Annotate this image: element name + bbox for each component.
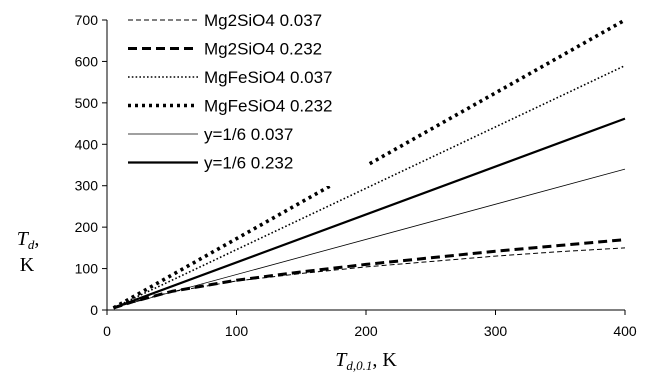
- x-tick-label: 100: [225, 323, 249, 339]
- y-tick-label: 400: [75, 136, 99, 152]
- legend-label-6: y=1/6 0.232: [204, 154, 293, 173]
- legend-label-4: MgFeSiO4 0.232: [204, 97, 333, 116]
- x-axis-subscript: d,0.1: [346, 358, 372, 373]
- y-axis-label: Td,: [17, 228, 40, 252]
- series-lines: [112, 18, 626, 310]
- tick-labels: 0 100 200 300 400 500 600 700 0 100 200 300 400: [75, 12, 637, 339]
- x-axis-symbol: T: [335, 349, 348, 371]
- y-tick-label: 100: [75, 261, 99, 277]
- series-line-6: [113, 117, 626, 309]
- y-tick-label: 700: [75, 12, 99, 28]
- legend-background: [118, 8, 368, 186]
- series-line-1: [113, 247, 626, 309]
- series-line-5: [113, 168, 626, 309]
- axes: [102, 19, 626, 315]
- x-axis-label: Td,0.1, K: [335, 349, 397, 373]
- x-tick-label: 200: [354, 323, 378, 339]
- y-tick-label: 300: [75, 178, 99, 194]
- x-tick-label: 300: [484, 323, 508, 339]
- x-tick-label: 400: [613, 323, 637, 339]
- y-axis-unit: K: [20, 254, 35, 276]
- y-tick-label: 600: [75, 53, 99, 69]
- legend-label-2: Mg2SiO4 0.232: [204, 40, 322, 59]
- y-tick-label: 500: [75, 95, 99, 111]
- y-axis-suffix: ,: [34, 228, 39, 250]
- y-tick-label: 200: [75, 219, 99, 235]
- legend-label-1: Mg2SiO4 0.037: [204, 11, 322, 30]
- legend-label-3: MgFeSiO4 0.037: [204, 68, 333, 87]
- y-axis-symbol: T: [17, 228, 30, 250]
- legend-label-5: y=1/6 0.037: [204, 125, 293, 144]
- x-axis-unit: , K: [372, 349, 397, 371]
- legend: Mg2SiO4 0.037 Mg2SiO4 0.232 MgFeSiO4 0.037…: [118, 8, 368, 186]
- y-tick-label: 0: [90, 302, 98, 318]
- series-line-3: [113, 64, 626, 309]
- x-tick-label: 0: [103, 323, 111, 339]
- y-axis-subscript: d: [28, 237, 35, 252]
- series-line-2: [113, 238, 626, 310]
